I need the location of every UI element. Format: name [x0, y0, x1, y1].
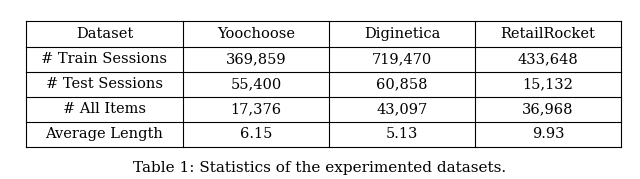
Text: 719,470: 719,470 [372, 52, 432, 66]
Text: RetailRocket: RetailRocket [500, 27, 595, 41]
Text: 433,648: 433,648 [518, 52, 579, 66]
Text: 5.13: 5.13 [386, 127, 419, 141]
Text: 17,376: 17,376 [230, 102, 282, 116]
Text: Dataset: Dataset [76, 27, 133, 41]
Text: # All Items: # All Items [63, 102, 146, 116]
Text: # Train Sessions: # Train Sessions [42, 52, 168, 66]
Text: 369,859: 369,859 [226, 52, 287, 66]
Text: 9.93: 9.93 [532, 127, 564, 141]
Text: Yoochoose: Yoochoose [217, 27, 295, 41]
Text: Diginetica: Diginetica [364, 27, 440, 41]
Text: # Test Sessions: # Test Sessions [46, 77, 163, 91]
Text: 55,400: 55,400 [230, 77, 282, 91]
Text: 36,968: 36,968 [522, 102, 573, 116]
Text: 15,132: 15,132 [522, 77, 573, 91]
Text: 43,097: 43,097 [376, 102, 428, 116]
Text: Table 1: Statistics of the experimented datasets.: Table 1: Statistics of the experimented … [133, 161, 507, 175]
Text: 60,858: 60,858 [376, 77, 428, 91]
Text: 6.15: 6.15 [240, 127, 273, 141]
Text: Average Length: Average Length [45, 127, 163, 141]
